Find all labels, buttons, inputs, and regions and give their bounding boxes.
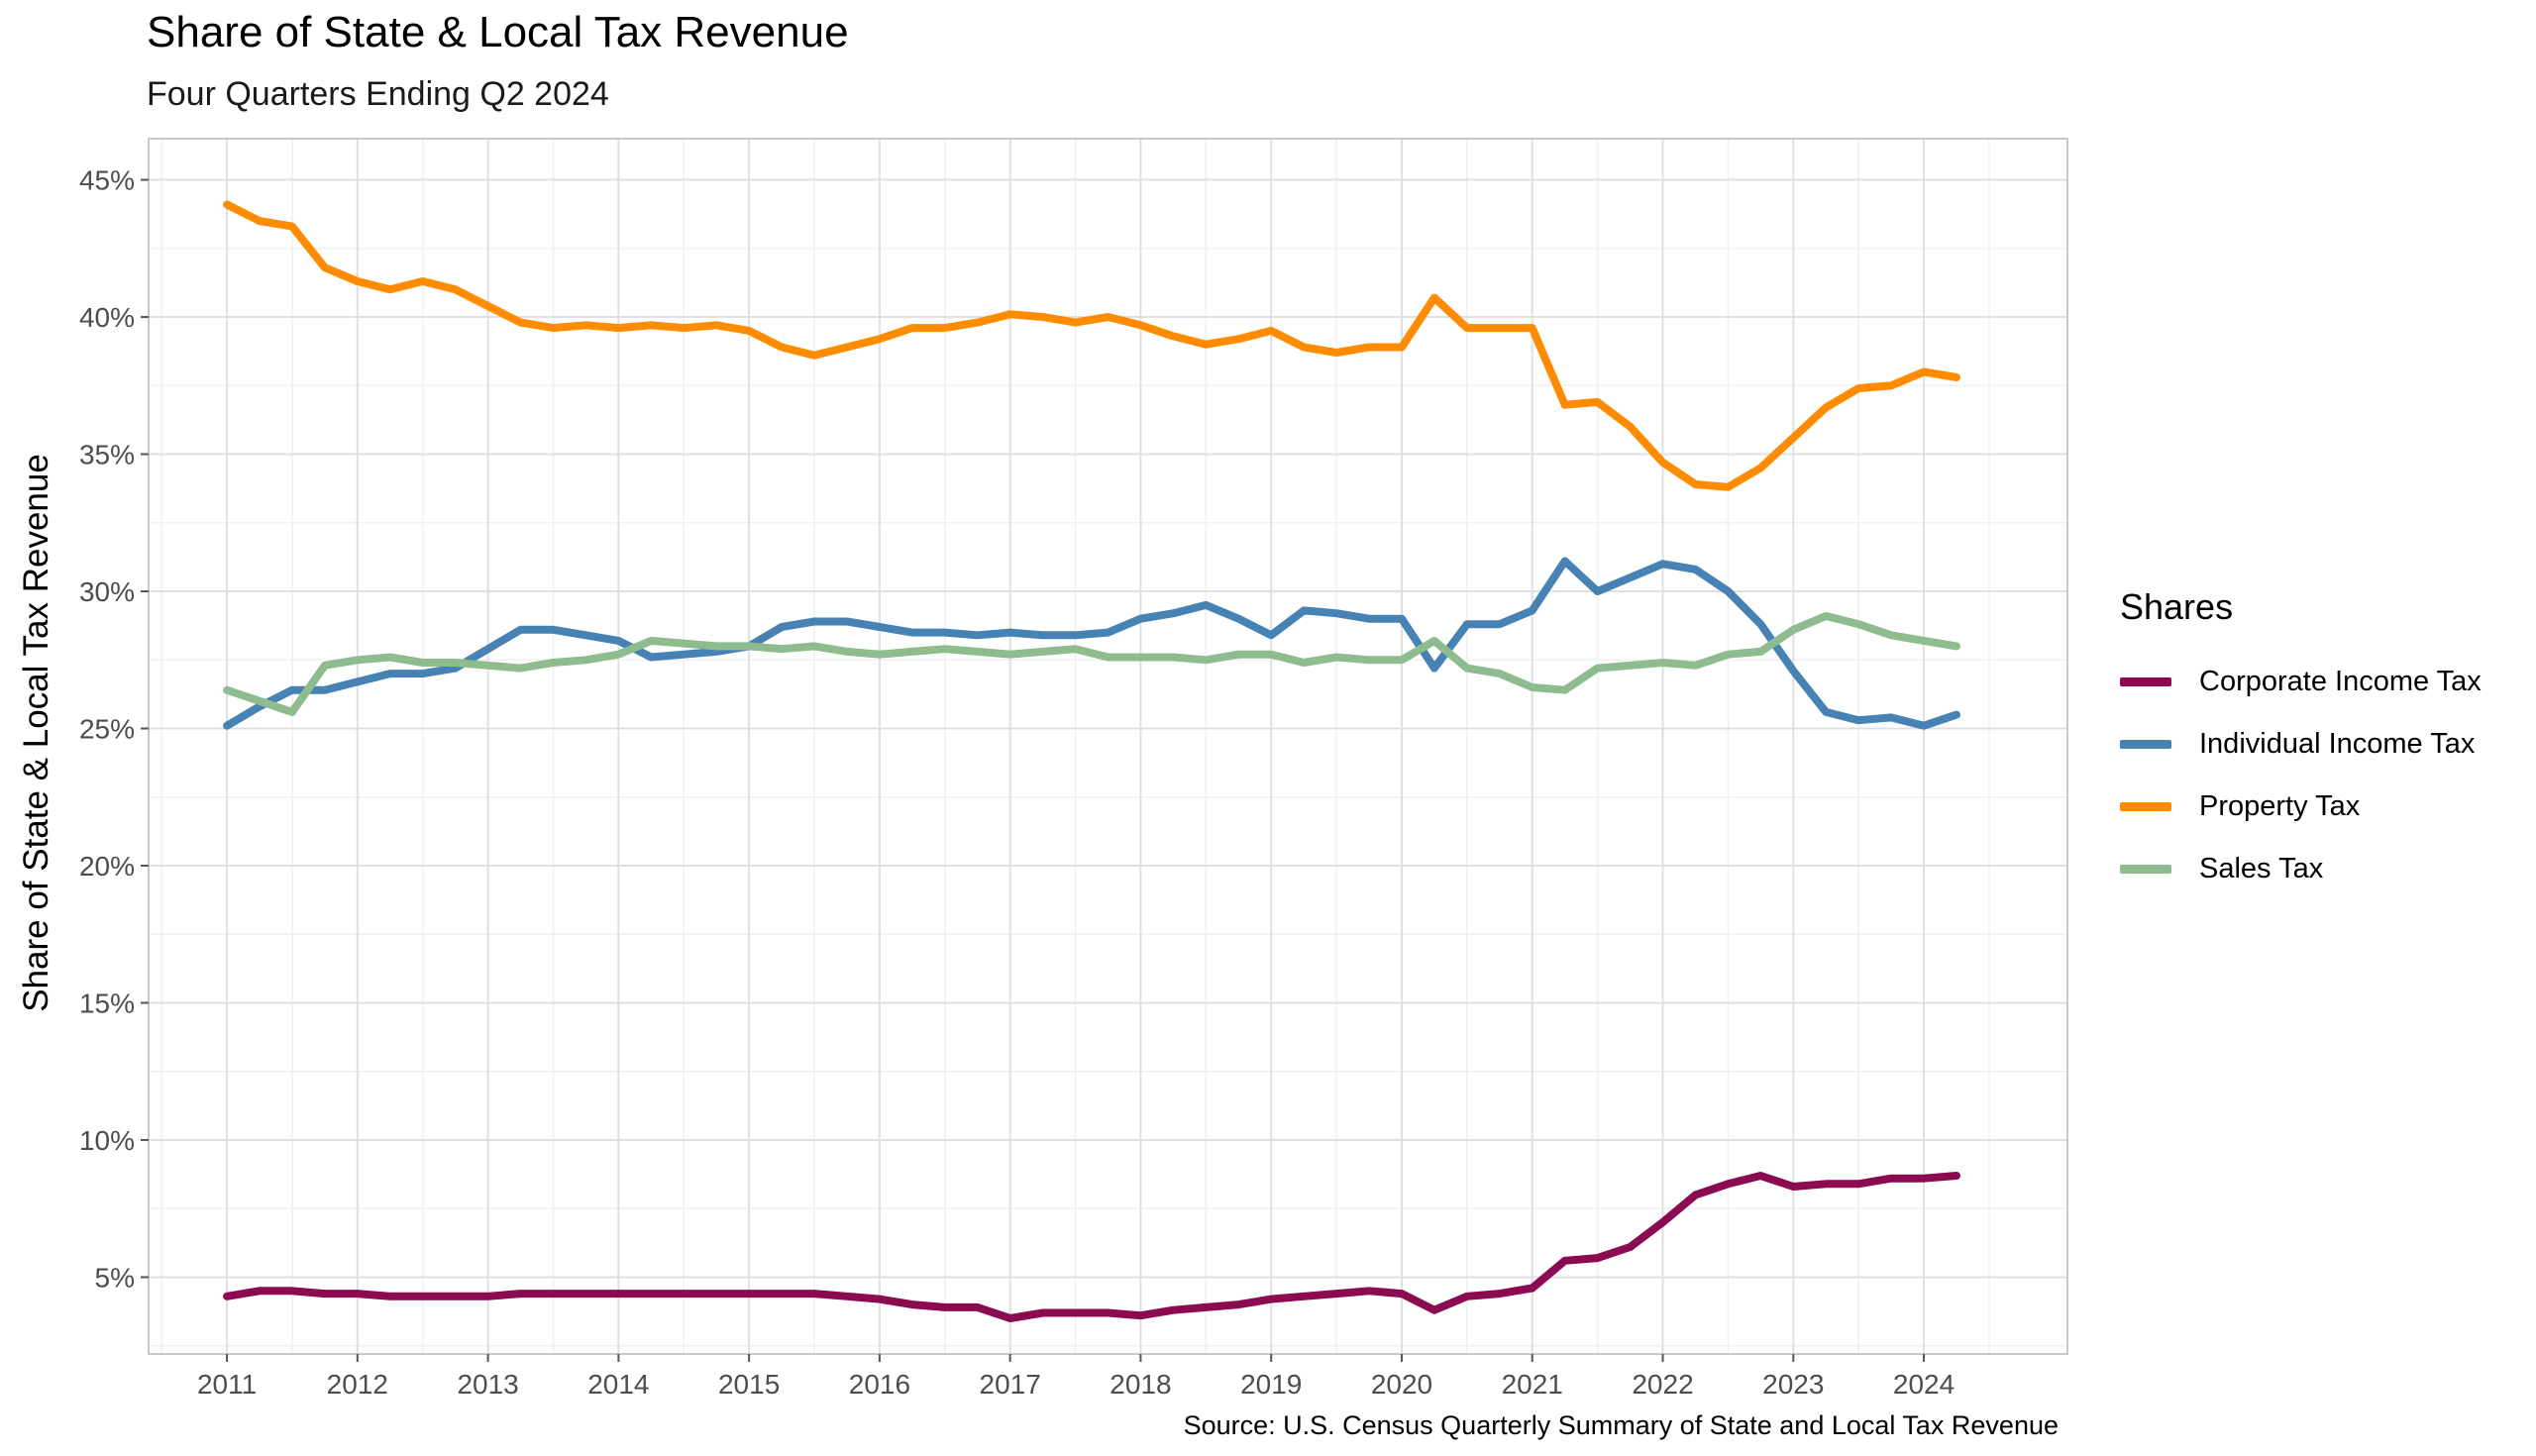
chart-subtitle: Four Quarters Ending Q2 2024 <box>147 75 609 113</box>
x-tick-label: 2021 <box>1502 1369 1563 1400</box>
series-lines <box>223 200 1960 1322</box>
legend-label: Sales Tax <box>2199 852 2324 884</box>
legend-item: Individual Income Tax <box>2120 724 2475 764</box>
y-tick-label: 10% <box>79 1125 135 1156</box>
y-tick-label: 45% <box>79 165 135 196</box>
y-tick-label: 40% <box>79 302 135 333</box>
x-tick-label: 2014 <box>587 1369 649 1400</box>
legend-item: Property Tax <box>2120 786 2360 826</box>
legend-key <box>2120 864 2171 874</box>
legend-title: Shares <box>2120 586 2234 627</box>
x-tick-label: 2013 <box>457 1369 518 1400</box>
y-tick-label: 25% <box>79 713 135 744</box>
legend-label: Corporate Income Tax <box>2199 665 2482 697</box>
y-tick-label: 35% <box>79 440 135 470</box>
x-tick-label: 2016 <box>849 1369 910 1400</box>
x-tick-label: 2020 <box>1371 1369 1432 1400</box>
x-tick-label: 2011 <box>197 1369 257 1400</box>
legend-key <box>2120 739 2171 749</box>
x-tick-label: 2018 <box>1110 1369 1171 1400</box>
legend-item: Sales Tax <box>2120 849 2323 888</box>
series-line-property-tax <box>223 200 1960 491</box>
legend-label: Property Tax <box>2199 789 2361 822</box>
series-line-corporate-income-tax <box>223 1172 1960 1322</box>
x-tick-label: 2012 <box>327 1369 388 1400</box>
x-tick-label: 2019 <box>1240 1369 1302 1400</box>
legend-key <box>2120 801 2171 811</box>
x-tick-label: 2022 <box>1632 1369 1693 1400</box>
plot-border <box>148 138 2068 1355</box>
legend-item: Corporate Income Tax <box>2120 662 2482 701</box>
chart-title: Share of State & Local Tax Revenue <box>147 8 849 56</box>
series-line-individual-income-tax <box>223 557 1960 730</box>
y-tick-label: 30% <box>79 576 135 607</box>
x-tick-label: 2015 <box>718 1369 780 1400</box>
x-tick-label: 2017 <box>980 1369 1041 1400</box>
x-tick-label: 2024 <box>1893 1369 1955 1400</box>
axes: 5% 10% 15% 20% 25% 30% 35% 40% 45% 2011 2012 2013 20… <box>79 138 2068 1400</box>
y-axis-label: Share of State & Local Tax Revenue <box>17 454 55 1012</box>
x-tick-label: 2023 <box>1762 1369 1824 1400</box>
chart-caption: Source: U.S. Census Quarterly Summary of… <box>1183 1410 2059 1440</box>
legend-label: Individual Income Tax <box>2199 727 2476 760</box>
legend-key <box>2120 676 2171 686</box>
series-line-sales-tax <box>223 611 1960 716</box>
y-tick-label: 5% <box>95 1262 135 1293</box>
y-tick-label: 20% <box>79 851 135 882</box>
y-tick-label: 15% <box>79 988 135 1018</box>
